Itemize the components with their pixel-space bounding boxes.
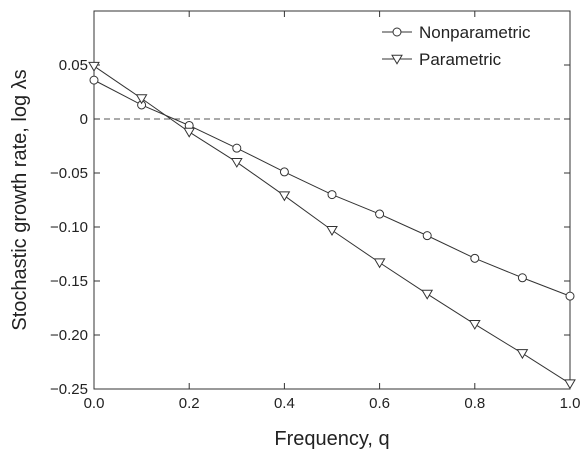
- data-point-circle: [375, 209, 385, 219]
- data-point-triangle: [373, 258, 386, 269]
- series-line: [93, 79, 571, 297]
- y-tick-label: 0.05: [59, 57, 88, 74]
- data-point-circle: [232, 143, 242, 153]
- data-point-circle: [470, 253, 480, 263]
- x-tick-label: 0.4: [274, 395, 295, 412]
- data-point-circle: [422, 231, 432, 241]
- x-axis-label: Frequency, q: [274, 428, 389, 450]
- y-tick-label: −0.10: [50, 219, 88, 236]
- data-point-triangle: [135, 94, 148, 105]
- plot-frame: [93, 10, 571, 390]
- series-parametric: [88, 61, 576, 390]
- y-tick-label: −0.15: [50, 273, 88, 290]
- x-tick-label: 0.6: [369, 395, 390, 412]
- data-point-triangle: [230, 157, 243, 168]
- y-tick-label: −0.20: [50, 327, 88, 344]
- y-axis-ticks: −0.25 −0.20 −0.15 −0.10 −0.05 0 0.05: [50, 57, 570, 398]
- data-point-circle: [327, 190, 337, 200]
- data-point-circle: [392, 27, 402, 37]
- data-point-triangle: [516, 349, 529, 360]
- data-point-triangle: [564, 379, 576, 390]
- y-tick-label: 0: [80, 111, 88, 128]
- data-point-triangle: [391, 54, 403, 65]
- data-point-triangle: [421, 289, 434, 300]
- legend: Nonparametric Parametric: [382, 23, 531, 69]
- data-point-circle: [517, 273, 527, 283]
- y-tick-label: −0.25: [50, 381, 88, 398]
- legend-label: Parametric: [419, 50, 502, 69]
- series-line: [93, 65, 571, 385]
- data-point-triangle: [326, 225, 338, 236]
- x-tick-label: 1.0: [560, 395, 581, 412]
- data-point-triangle: [468, 319, 481, 330]
- x-tick-label: 0.8: [464, 395, 485, 412]
- y-tick-label: −0.05: [50, 165, 88, 182]
- series-group: [88, 61, 576, 390]
- data-point-triangle: [278, 191, 291, 202]
- plot-border: [93, 10, 571, 390]
- series-nonparametric: [89, 75, 575, 301]
- data-point-circle: [279, 167, 289, 177]
- x-tick-label: 0.2: [179, 395, 200, 412]
- legend-label: Nonparametric: [419, 23, 531, 42]
- x-tick-label: 0.0: [84, 395, 105, 412]
- data-point-circle: [89, 75, 99, 85]
- x-axis-ticks: 0.0 0.2 0.4 0.6 0.8 1.0: [84, 11, 581, 412]
- legend-item-nonparametric: Nonparametric: [382, 23, 531, 42]
- data-point-triangle: [183, 127, 196, 138]
- data-point-triangle: [88, 61, 100, 72]
- data-point-circle: [565, 291, 575, 301]
- legend-item-parametric: Parametric: [382, 50, 502, 69]
- y-axis-label: Stochastic growth rate, log λs: [9, 69, 31, 330]
